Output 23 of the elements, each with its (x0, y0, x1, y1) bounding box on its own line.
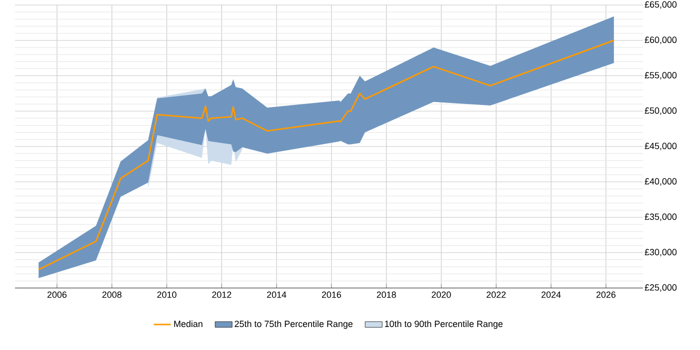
x-tick-label: 2006 (47, 292, 67, 298)
x-tick-label: 2020 (432, 292, 451, 298)
y-tick-label: £25,000 (644, 284, 677, 292)
x-tick-label: 2010 (157, 292, 176, 298)
legend-label: 25th to 75th Percentile Range (234, 320, 353, 329)
x-tick-label: 2022 (486, 292, 506, 298)
x-tick-label: 2016 (322, 292, 342, 298)
x-tick-label: 2024 (542, 292, 561, 298)
y-tick-label: £45,000 (644, 142, 677, 150)
x-tick-label: 2012 (212, 292, 232, 298)
x-tick-label: 2008 (102, 292, 122, 298)
x-tick-label: 2026 (596, 292, 616, 298)
y-tick-label: £55,000 (644, 72, 677, 80)
y-tick-label: £35,000 (644, 214, 677, 221)
legend-label: Median (174, 320, 202, 328)
y-tick-label: £65,000 (644, 1, 677, 9)
x-tick-label: 2014 (267, 292, 286, 298)
legend-label: 10th to 90th Percentile Range (385, 320, 503, 329)
x-tick-label: 2018 (376, 292, 396, 298)
y-tick-label: £40,000 (644, 178, 677, 186)
y-tick-label: £60,000 (644, 36, 677, 44)
y-tick-label: £50,000 (644, 107, 677, 115)
y-tick-label: £30,000 (644, 248, 677, 256)
